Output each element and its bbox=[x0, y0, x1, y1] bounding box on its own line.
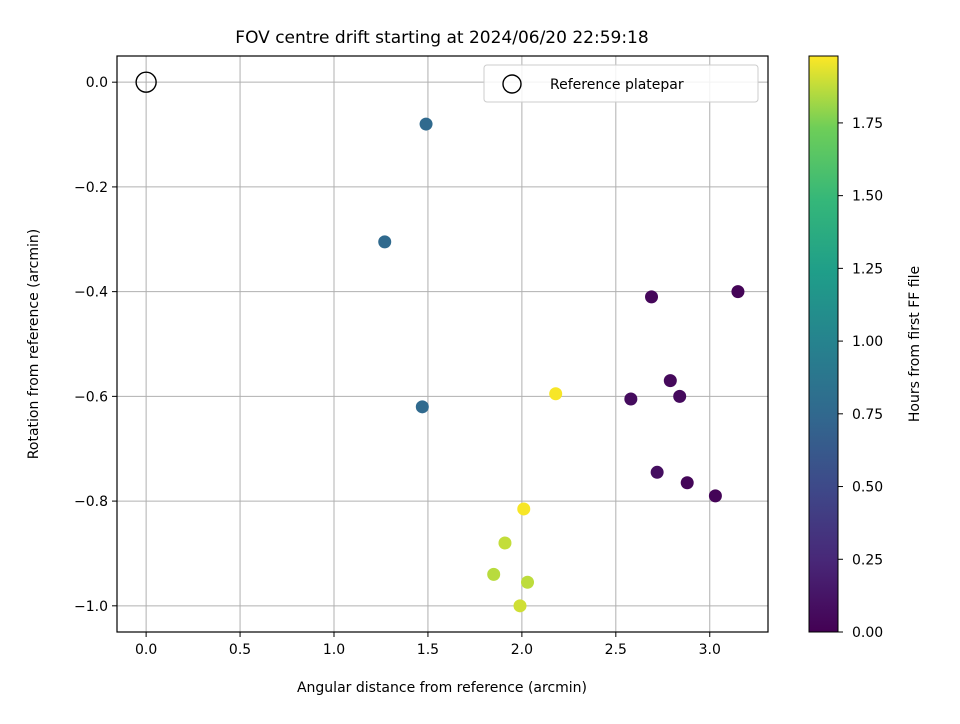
data-point bbox=[650, 465, 664, 479]
data-point bbox=[513, 599, 527, 613]
x-tick-label: 1.5 bbox=[417, 642, 439, 658]
colorbar-label: Hours from first FF file bbox=[907, 266, 923, 422]
x-tick-label: 3.0 bbox=[699, 642, 721, 658]
data-point bbox=[498, 536, 512, 550]
data-point bbox=[415, 400, 429, 414]
data-point bbox=[645, 290, 659, 304]
data-point bbox=[731, 285, 745, 299]
data-point bbox=[708, 489, 722, 503]
y-tick-label: −0.6 bbox=[74, 389, 108, 405]
data-points bbox=[378, 117, 745, 613]
colorbar-tick-label: 1.75 bbox=[852, 116, 883, 132]
y-tick-label: −0.2 bbox=[74, 180, 108, 196]
plot-frame bbox=[116, 55, 769, 633]
y-tick-label: −1.0 bbox=[74, 599, 108, 615]
x-tick-label: 2.0 bbox=[511, 642, 533, 658]
x-tick-label: 0.5 bbox=[229, 642, 251, 658]
legend-label: Reference platepar bbox=[550, 77, 684, 93]
legend-box bbox=[483, 64, 759, 103]
data-point bbox=[680, 476, 694, 490]
colorbar-tick-label: 0.75 bbox=[852, 407, 883, 423]
colorbar-tick-label: 1.25 bbox=[852, 261, 883, 277]
chart-title: FOV centre drift starting at 2024/06/20 … bbox=[235, 28, 648, 48]
legend-reference-marker bbox=[502, 74, 522, 94]
y-tick-label: −0.8 bbox=[74, 494, 108, 510]
y-tick-label: −0.4 bbox=[74, 285, 108, 301]
x-tick-label: 2.5 bbox=[605, 642, 627, 658]
y-axis-ticks: 0.0 −0.2 −0.4 −0.6 −0.8 −1.0 bbox=[74, 75, 117, 615]
colorbar-tick-label: 0.25 bbox=[852, 552, 883, 568]
legend: Reference platepar bbox=[483, 64, 759, 103]
x-tick-label: 1.0 bbox=[323, 642, 345, 658]
data-point bbox=[487, 567, 501, 581]
x-tick-label: 0.0 bbox=[135, 642, 157, 658]
colorbar-tick-label: 0.50 bbox=[852, 480, 883, 496]
data-point bbox=[549, 387, 563, 401]
data-point bbox=[517, 502, 531, 516]
grid-lines bbox=[117, 56, 768, 632]
x-axis-ticks: 0.0 0.5 1.0 1.5 2.0 2.5 3.0 bbox=[135, 632, 721, 658]
data-point bbox=[663, 374, 677, 388]
colorbar-tick-label: 1.50 bbox=[852, 189, 883, 205]
colorbar-gradient bbox=[808, 55, 839, 633]
colorbar-ticks: 0.00 0.25 0.50 0.75 1.00 1.25 1.50 1.75 bbox=[838, 116, 883, 641]
y-axis-label: Rotation from reference (arcmin) bbox=[26, 229, 42, 459]
reference-platepar-marker bbox=[135, 71, 157, 93]
colorbar: 0.00 0.25 0.50 0.75 1.00 1.25 1.50 1.75 Hours f… bbox=[808, 55, 923, 641]
data-point bbox=[419, 117, 433, 131]
colorbar-tick-label: 1.00 bbox=[852, 334, 883, 350]
data-point bbox=[378, 235, 392, 249]
colorbar-tick-label: 0.00 bbox=[852, 625, 883, 641]
data-point bbox=[624, 392, 638, 406]
reference-marker-group bbox=[135, 71, 157, 93]
x-axis-label: Angular distance from reference (arcmin) bbox=[297, 680, 587, 696]
data-point bbox=[673, 389, 687, 403]
data-point bbox=[521, 575, 535, 589]
y-tick-label: 0.0 bbox=[86, 75, 108, 91]
